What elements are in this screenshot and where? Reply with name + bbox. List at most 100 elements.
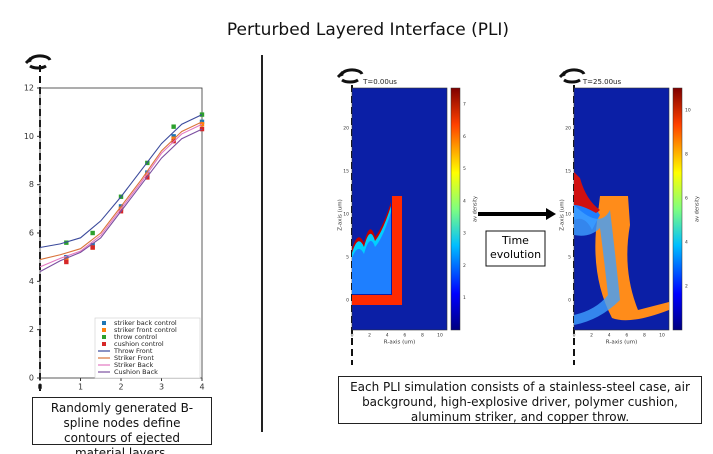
- colorbar-tick-label: 7: [463, 102, 466, 108]
- left-caption: Randomly generated B-spline nodes define…: [32, 397, 212, 454]
- sim-explosive: [352, 205, 391, 294]
- figure-title: Perturbed Layered Interface (PLI): [227, 20, 509, 40]
- control-point: [90, 230, 95, 236]
- sim-case: [352, 196, 402, 305]
- x-tick-label: 4: [199, 383, 204, 392]
- sim-striker: [352, 202, 391, 253]
- panel-y-tick-label: 20: [343, 126, 349, 132]
- control-point: [64, 259, 69, 265]
- panel-x-tick-label: 10: [659, 333, 665, 339]
- legend-label: Throw Front: [113, 347, 153, 355]
- legend-label: striker back control: [114, 319, 177, 327]
- y-tick-label: 2: [29, 325, 34, 334]
- panel-x-tick-label: 2: [368, 333, 371, 339]
- colorbar-tick-label: 10: [685, 108, 691, 114]
- rotation-icons: [24, 54, 586, 84]
- control-point: [145, 170, 150, 175]
- panel-y-tick-label: 15: [565, 169, 571, 175]
- control-point: [64, 257, 69, 262]
- sim-layers: [574, 172, 600, 213]
- colorbar-tick-label: 4: [685, 240, 688, 246]
- y-tick-label: 8: [29, 180, 34, 189]
- control-point: [64, 240, 69, 245]
- panel-x-label: R-axis (um): [606, 340, 638, 346]
- x-tick-label: 2: [118, 383, 123, 392]
- panel-x-tick-label: 0: [351, 333, 354, 339]
- control-point: [199, 119, 205, 125]
- sim-layers: [352, 205, 391, 258]
- y-tick-label: 0: [29, 374, 34, 383]
- colorbar-tick-label: 8: [685, 152, 688, 158]
- colorbar-tick-label: 6: [463, 134, 466, 140]
- panel-time-label: T=25.00us: [582, 78, 622, 86]
- colorbar-tick-label: 5: [463, 166, 466, 172]
- transition-label-box: Time evolution: [489, 234, 542, 261]
- x-tick-label: 0: [37, 383, 42, 392]
- panel-x-tick-label: 10: [437, 333, 443, 339]
- panel-y-tick-label: 15: [343, 169, 349, 175]
- control-point: [171, 134, 176, 139]
- panel-y-tick-label: 5: [346, 255, 349, 261]
- control-point: [199, 112, 205, 117]
- transition-label: Time evolution: [489, 234, 542, 261]
- panel-time-label: T=0.00us: [362, 78, 397, 86]
- panel-y-tick-label: 0: [568, 298, 571, 304]
- y-tick-label: 6: [29, 229, 34, 238]
- panel-y-tick-label: 10: [343, 212, 349, 218]
- legend-label: Striker Front: [114, 354, 154, 362]
- legend-label: cushion control: [114, 340, 164, 348]
- colorbar: [672, 87, 683, 331]
- spline-line: [39, 114, 203, 249]
- sim-shell: [574, 205, 620, 325]
- panel-y-label: Z-axis (um): [560, 199, 566, 231]
- legend-swatch: [102, 321, 106, 325]
- colorbar-tick-label: 1: [463, 295, 466, 301]
- legend-swatch: [102, 335, 106, 339]
- panel-x-tick-label: 6: [403, 333, 406, 339]
- transition-box: [485, 230, 546, 267]
- legend-label: throw control: [114, 333, 157, 341]
- legend-label: Striker Back: [114, 361, 153, 369]
- panel-x-label: R-axis (um): [384, 340, 416, 346]
- panel-x-tick-label: 4: [386, 333, 389, 339]
- panel-x-tick-label: 0: [573, 333, 576, 339]
- y-tick-label: 4: [29, 277, 34, 286]
- colorbar-tick-label: 3: [463, 231, 466, 237]
- colorbar-label: av density: [473, 196, 479, 222]
- panel-x-tick-label: 2: [590, 333, 593, 339]
- panel-x-tick-label: 4: [608, 333, 611, 339]
- control-point: [171, 124, 176, 129]
- legend-box: [94, 317, 201, 379]
- colorbar-tick-label: 4: [463, 198, 466, 204]
- colorbar-label: av density: [695, 196, 701, 222]
- x-tick-label: 3: [159, 383, 164, 392]
- legend-label: Cushion Back: [114, 368, 158, 376]
- panel-x-tick-label: 8: [643, 333, 646, 339]
- panel-x-tick-label: 6: [625, 333, 628, 339]
- control-point: [64, 254, 69, 260]
- legend-swatch: [102, 328, 106, 332]
- arrow: [478, 208, 556, 220]
- panel-x-tick-label: 8: [421, 333, 424, 339]
- y-tick-label: 12: [24, 84, 34, 93]
- x-tick-label: 1: [78, 383, 83, 392]
- colorbar-tick-label: 2: [685, 284, 688, 290]
- legend-label: striker front control: [114, 326, 177, 334]
- panel-y-tick-label: 5: [568, 255, 571, 261]
- right-caption: Each PLI simulation consists of a stainl…: [338, 376, 702, 424]
- panel-y-tick-label: 20: [565, 126, 571, 132]
- control-point: [145, 172, 150, 178]
- panel-y-tick-label: 10: [565, 212, 571, 218]
- spline-line: [39, 121, 203, 261]
- colorbar: [450, 87, 461, 331]
- panel-y-label: Z-axis (um): [338, 199, 344, 231]
- y-tick-label: 10: [24, 132, 34, 141]
- spline-line: [39, 128, 203, 273]
- legend-swatch: [102, 342, 106, 346]
- colorbar-tick-label: 6: [685, 196, 688, 202]
- control-point: [90, 242, 95, 248]
- panel-y-tick-label: 0: [346, 298, 349, 304]
- control-point: [90, 245, 95, 250]
